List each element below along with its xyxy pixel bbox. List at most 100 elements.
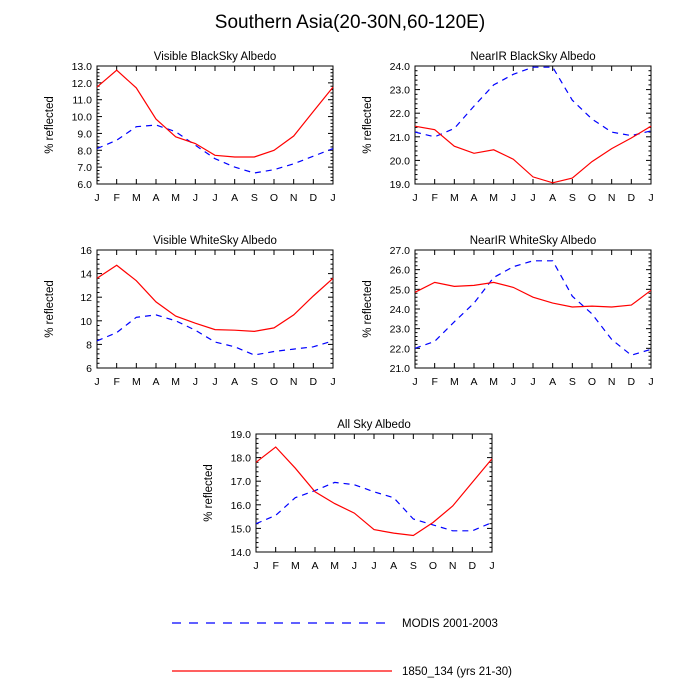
x-tick-label: J xyxy=(511,192,516,204)
series-line-model xyxy=(255,446,493,537)
x-tick-label: F xyxy=(113,376,119,388)
y-tick-label: 19.0 xyxy=(231,429,252,441)
x-tick-label: O xyxy=(429,560,437,572)
y-tick-label: 6.0 xyxy=(77,179,92,191)
x-tick-label: J xyxy=(253,560,258,572)
y-tick-label: 23.0 xyxy=(390,85,411,97)
x-tick-label: A xyxy=(390,560,397,572)
y-tick-label: 21.0 xyxy=(390,363,411,375)
x-tick-label: J xyxy=(212,376,217,388)
x-tick-label: O xyxy=(270,192,278,204)
y-tick-label: 20.0 xyxy=(390,155,411,167)
y-axis-label: % reflected xyxy=(44,96,56,154)
x-tick-label: F xyxy=(113,192,119,204)
y-tick-label: 8 xyxy=(86,339,92,351)
y-tick-label: 16.0 xyxy=(231,500,252,512)
series-line-model xyxy=(96,69,334,158)
x-tick-label: J xyxy=(412,376,417,388)
x-tick-label: J xyxy=(330,376,335,388)
x-tick-label: J xyxy=(330,192,335,204)
x-tick-label: M xyxy=(171,376,180,388)
x-tick-label: N xyxy=(608,376,616,388)
plot-frame xyxy=(414,249,652,369)
y-axis-label: % reflected xyxy=(362,280,374,338)
y-tick-label: 21.0 xyxy=(390,132,411,144)
series-line-model xyxy=(414,281,652,308)
x-tick-label: O xyxy=(270,376,278,388)
x-tick-label: D xyxy=(469,560,477,572)
x-tick-label: D xyxy=(628,376,636,388)
x-tick-label: N xyxy=(608,192,616,204)
y-tick-label: 11.0 xyxy=(72,95,92,107)
x-tick-label: D xyxy=(310,192,318,204)
panel-title: All Sky Albedo xyxy=(337,419,411,431)
x-tick-label: J xyxy=(94,376,99,388)
y-axis-label: % reflected xyxy=(362,96,374,154)
x-tick-label: D xyxy=(310,376,318,388)
y-tick-label: 7.0 xyxy=(77,162,92,174)
x-tick-label: M xyxy=(132,376,141,388)
panel-title: Visible WhiteSky Albedo xyxy=(153,235,277,247)
y-tick-label: 27.0 xyxy=(390,245,411,257)
x-tick-label: O xyxy=(588,192,596,204)
y-tick-label: 8.0 xyxy=(77,145,92,157)
y-axis-label: % reflected xyxy=(203,464,215,522)
x-tick-label: S xyxy=(410,560,417,572)
x-tick-label: J xyxy=(371,560,376,572)
x-tick-label: A xyxy=(231,376,238,388)
legend-label: 1850_134 (yrs 21-30) xyxy=(402,666,512,678)
x-tick-label: F xyxy=(431,192,437,204)
series-line-model xyxy=(96,264,334,333)
y-tick-label: 25.0 xyxy=(390,284,411,296)
y-tick-label: 12 xyxy=(80,292,92,304)
series-line-modis xyxy=(414,66,652,138)
x-tick-label: J xyxy=(648,192,653,204)
y-tick-label: 17.0 xyxy=(231,476,252,488)
x-tick-label: A xyxy=(549,192,556,204)
x-tick-label: S xyxy=(251,192,258,204)
x-tick-label: J xyxy=(511,376,516,388)
x-tick-label: A xyxy=(231,192,238,204)
x-tick-label: M xyxy=(291,560,300,572)
y-tick-label: 24.0 xyxy=(390,304,411,316)
x-tick-label: A xyxy=(470,192,477,204)
x-tick-label: J xyxy=(489,560,494,572)
x-tick-label: M xyxy=(450,192,459,204)
x-tick-label: A xyxy=(549,376,556,388)
y-tick-label: 16 xyxy=(80,245,92,257)
x-tick-label: A xyxy=(311,560,318,572)
y-tick-label: 10.0 xyxy=(72,112,93,124)
plot-frame xyxy=(255,433,493,553)
y-tick-label: 22.0 xyxy=(390,343,411,355)
y-tick-label: 23.0 xyxy=(390,324,411,336)
y-tick-label: 18.0 xyxy=(231,453,252,465)
series-line-modis xyxy=(96,314,334,356)
y-tick-label: 9.0 xyxy=(77,128,92,140)
x-tick-label: M xyxy=(330,560,339,572)
y-tick-label: 12.0 xyxy=(72,78,93,90)
x-tick-label: J xyxy=(530,192,535,204)
figure-title: Southern Asia(20-30N,60-120E) xyxy=(214,12,486,33)
plot-frame xyxy=(414,65,652,185)
panel-title: Visible BlackSky Albedo xyxy=(154,51,277,63)
y-tick-label: 22.0 xyxy=(390,108,411,120)
x-tick-label: J xyxy=(212,192,217,204)
series-line-modis xyxy=(96,124,334,174)
x-tick-label: J xyxy=(193,376,198,388)
x-tick-label: A xyxy=(470,376,477,388)
x-tick-label: J xyxy=(193,192,198,204)
x-tick-label: N xyxy=(290,376,298,388)
series-line-modis xyxy=(414,260,652,356)
series-line-model xyxy=(414,125,652,184)
x-tick-label: F xyxy=(431,376,437,388)
x-tick-label: A xyxy=(152,376,159,388)
x-tick-label: J xyxy=(94,192,99,204)
y-axis-label: % reflected xyxy=(44,280,56,338)
x-tick-label: J xyxy=(412,192,417,204)
